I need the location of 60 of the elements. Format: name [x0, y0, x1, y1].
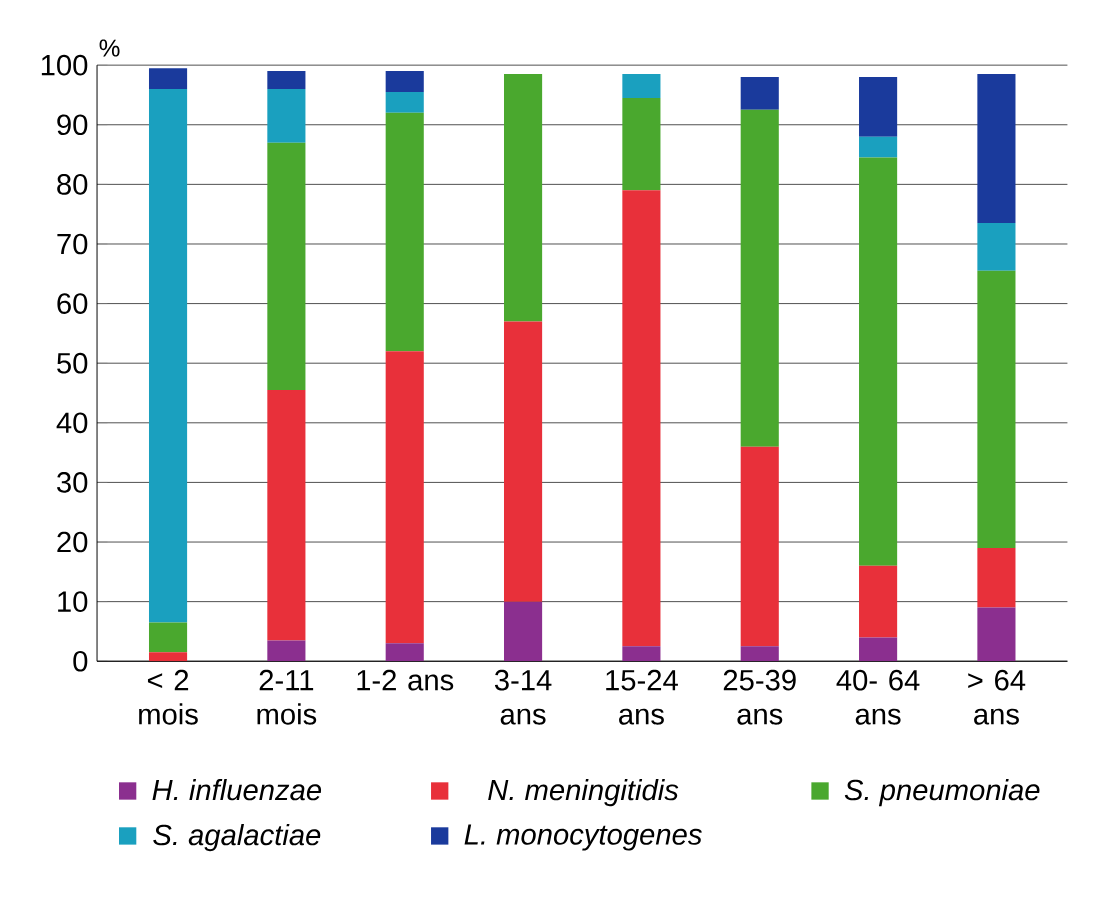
y-tick-label: 30: [57, 472, 88, 493]
x-tick-label: < 2 mois: [139, 669, 198, 725]
bar: [267, 390, 306, 641]
bar: [859, 565, 898, 638]
bar: [977, 223, 1016, 271]
legend-label: S. agalactiae: [153, 823, 321, 852]
bar: [622, 98, 661, 191]
legend-label: N. meningitidis: [488, 779, 679, 807]
x-tick-label: > 64 ans: [968, 669, 1026, 725]
x-tick-label: 1-2 ans: [357, 669, 454, 691]
bar: [504, 601, 543, 662]
bar: [267, 89, 306, 143]
x-tick-label: 40- 64 ans: [836, 669, 920, 725]
y-tick-label: 40: [56, 412, 88, 434]
bar: [385, 643, 424, 662]
y-tick-label: 60: [57, 293, 88, 314]
y-tick-label: 20: [57, 531, 88, 553]
bar: [267, 142, 306, 391]
bar: [385, 112, 424, 352]
bar: [622, 74, 661, 99]
bar: [148, 622, 188, 653]
bar: [977, 607, 1016, 662]
y-tick-label: 10: [58, 591, 88, 613]
bar: [385, 71, 424, 93]
y-axis-title: %: [99, 39, 120, 57]
bar: [267, 71, 306, 90]
bar: [859, 77, 898, 137]
bar: [740, 77, 779, 110]
bar: [740, 446, 779, 647]
bar: [977, 270, 1016, 549]
bar: [622, 190, 661, 647]
y-tick-label: 0: [73, 650, 88, 672]
y-tick-label: 80: [57, 174, 88, 195]
bar: [977, 548, 1016, 608]
x-tick-label: 3-14 ans: [494, 669, 552, 725]
x-tick-label: 25-39 ans: [723, 669, 796, 725]
bar: [859, 637, 898, 662]
bar: [740, 109, 779, 447]
bar: [148, 68, 188, 90]
legend-label: L. monocytogenes: [464, 824, 702, 851]
bar: [385, 351, 424, 644]
y-tick-label: 100: [41, 54, 88, 76]
legend-label: H. influenzae: [152, 779, 322, 801]
x-tick-label: 15-24 ans: [606, 669, 678, 725]
legend-label: S. pneumoniae: [844, 779, 1040, 807]
x-tick-label: 2-11 mois: [257, 669, 317, 725]
bar: [148, 652, 188, 662]
bar: [504, 74, 543, 322]
bar: [267, 640, 306, 662]
bar: [859, 136, 898, 158]
bar: [977, 74, 1016, 224]
bar: [385, 92, 424, 113]
y-tick-label: 50: [57, 352, 88, 374]
bar: [859, 157, 898, 566]
y-tick-label: 90: [57, 114, 88, 136]
bar: [148, 89, 188, 623]
y-tick-label: 70: [57, 233, 88, 255]
bar: [622, 646, 661, 662]
bar: [740, 646, 779, 662]
bar: [504, 321, 543, 602]
